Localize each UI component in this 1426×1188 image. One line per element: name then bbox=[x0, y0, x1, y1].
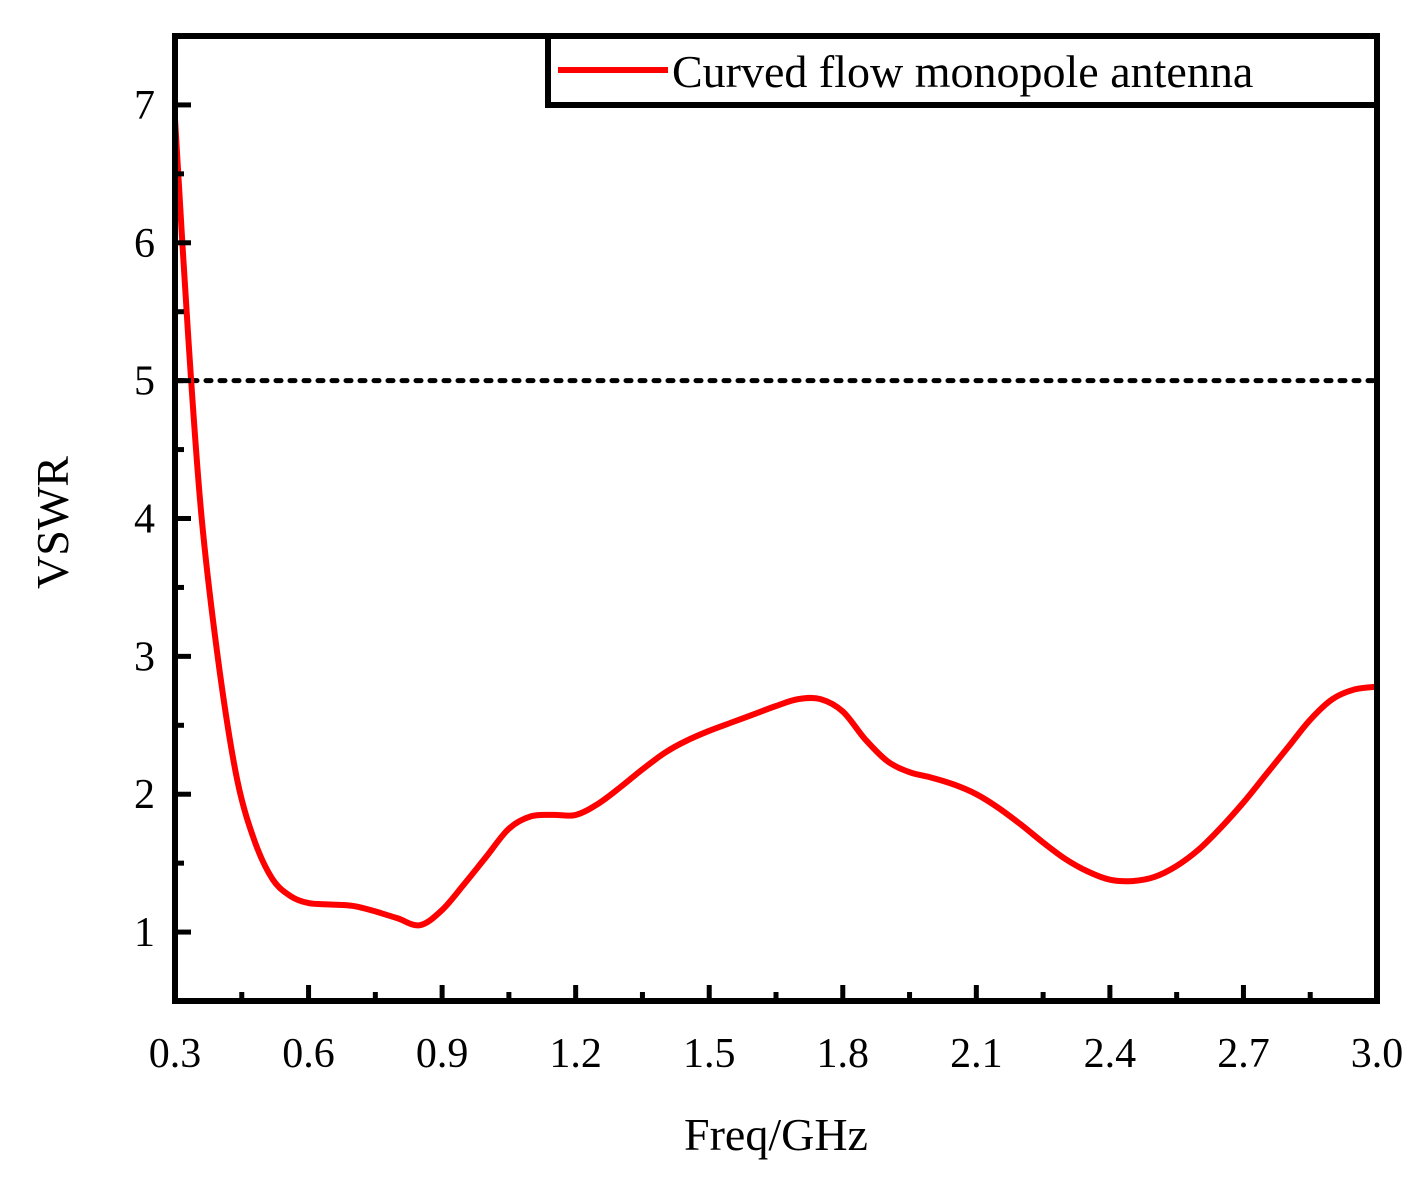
x-tick-label: 0.3 bbox=[149, 1031, 202, 1077]
x-tick-label: 1.2 bbox=[549, 1031, 602, 1077]
y-tick-label: 7 bbox=[134, 83, 155, 129]
series-line-0 bbox=[172, 115, 1380, 929]
y-tick-label: 3 bbox=[134, 634, 155, 680]
y-axis-title: VSWR bbox=[27, 456, 78, 589]
legend-label: Curved flow monopole antenna bbox=[672, 46, 1253, 97]
tick-layer: 0.3 0.6 0.9 1.2 1.5 1.8 2.1 2.4 2.7 3.0 1 2 3 4 5 6 7 bbox=[134, 33, 1404, 1077]
y-tick-label: 5 bbox=[134, 359, 155, 405]
x-tick-label: 3.0 bbox=[1351, 1031, 1404, 1077]
x-tick-label: 0.9 bbox=[416, 1031, 469, 1077]
legend: Curved flow monopole antenna bbox=[545, 33, 1380, 108]
y-tick-label: 6 bbox=[134, 221, 155, 267]
x-tick-label: 2.7 bbox=[1217, 1031, 1270, 1077]
x-tick-label: 1.5 bbox=[683, 1031, 736, 1077]
x-tick-label: 0.6 bbox=[282, 1031, 335, 1077]
x-axis-title: Freq/GHz bbox=[684, 1109, 868, 1160]
y-tick-label: 4 bbox=[134, 497, 155, 543]
y-tick-label: 1 bbox=[134, 910, 155, 956]
legend-box bbox=[545, 33, 1380, 108]
series-layer bbox=[172, 115, 1380, 929]
x-tick-label: 2.4 bbox=[1084, 1031, 1137, 1077]
plot-frame bbox=[172, 33, 1380, 1004]
x-tick-label: 1.8 bbox=[817, 1031, 870, 1077]
y-tick-label: 2 bbox=[134, 772, 155, 818]
x-tick-label: 2.1 bbox=[950, 1031, 1003, 1077]
